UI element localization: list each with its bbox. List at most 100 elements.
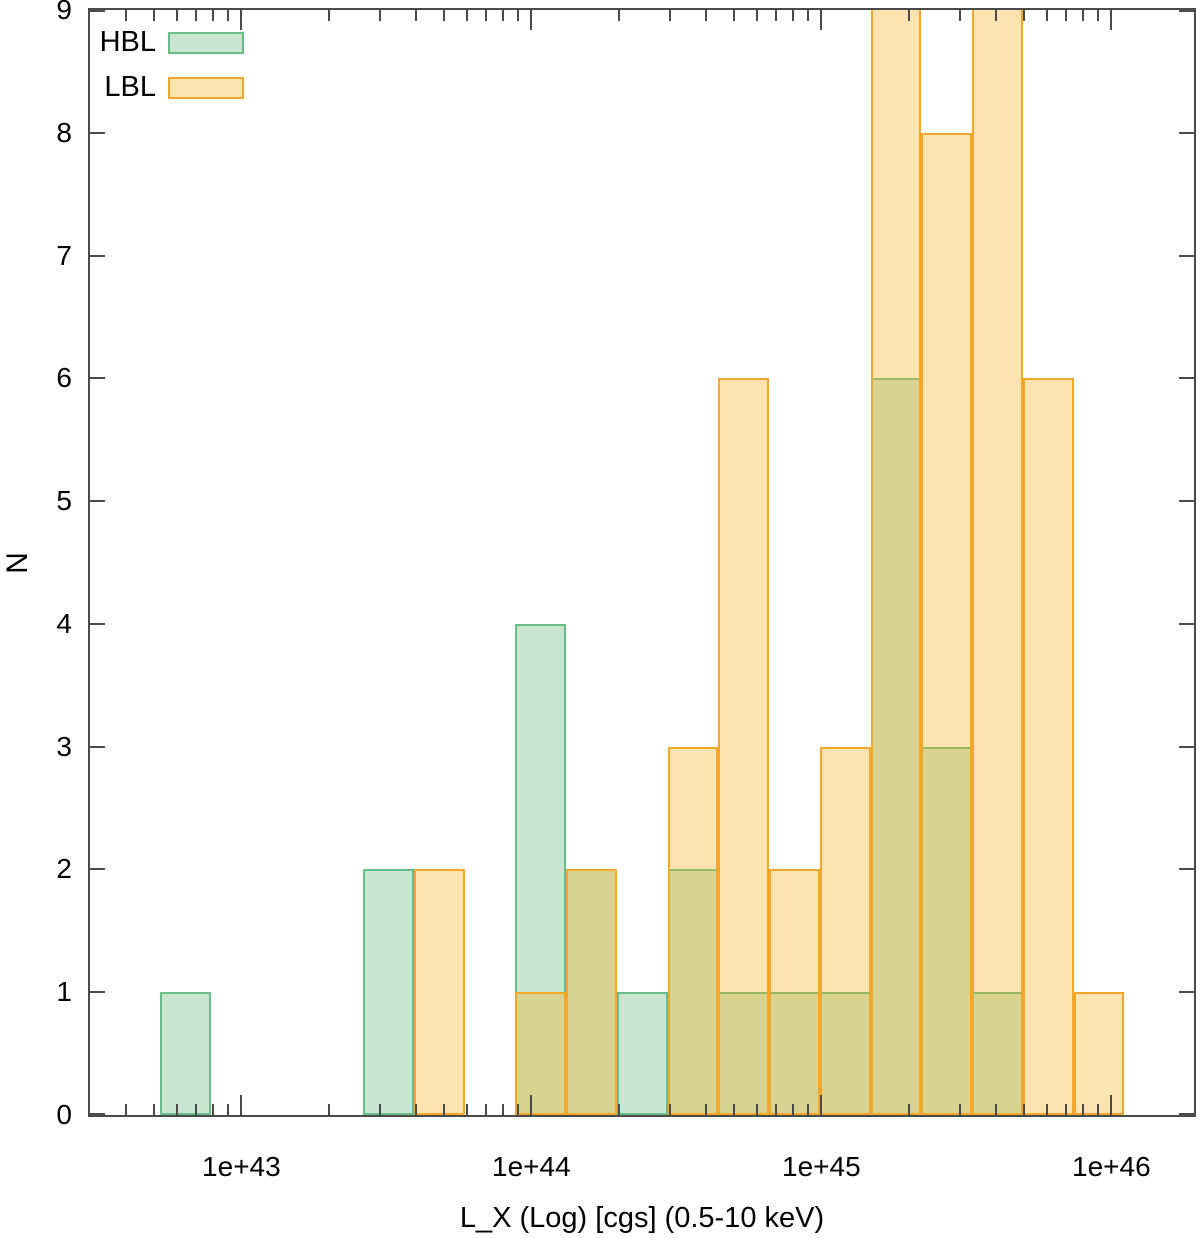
bar-lbl [515, 992, 567, 1115]
tick-mark [775, 10, 778, 21]
tick-mark [1179, 254, 1194, 257]
y-tick-label: 8 [56, 116, 72, 148]
y-tick-label: 0 [56, 1099, 72, 1130]
bar-hbl [616, 992, 668, 1115]
tick-mark [90, 745, 105, 748]
tick-mark [617, 10, 620, 21]
tick-mark [227, 10, 230, 21]
tick-mark [90, 622, 105, 625]
tick-mark [176, 10, 179, 21]
tick-mark [1046, 1104, 1049, 1115]
tick-mark [240, 1095, 243, 1115]
tick-mark [1097, 10, 1100, 21]
bar-lbl [1073, 992, 1125, 1115]
tick-mark [502, 10, 505, 21]
tick-mark [704, 1104, 707, 1115]
tick-mark [378, 1104, 381, 1115]
tick-mark [668, 1104, 671, 1115]
tick-mark [517, 1104, 520, 1115]
tick-mark [1179, 10, 1194, 12]
tick-mark [195, 1104, 198, 1115]
bar-lbl [413, 869, 465, 1115]
tick-mark [820, 1095, 823, 1115]
tick-mark [1097, 1104, 1100, 1115]
tick-mark [227, 1104, 230, 1115]
tick-mark [1179, 745, 1194, 748]
legend-label-lbl: LBL [104, 71, 156, 103]
tick-mark [90, 10, 105, 12]
legend-swatch-hbl-icon [168, 31, 244, 54]
tick-mark [807, 10, 810, 21]
y-tick-label: 6 [56, 362, 72, 394]
tick-mark [1179, 1113, 1194, 1115]
tick-mark [443, 10, 446, 21]
tick-mark [792, 10, 795, 21]
bar-lbl [870, 10, 922, 1115]
tick-mark [195, 10, 198, 21]
legend-row-hbl: HBL [94, 26, 244, 59]
tick-mark [1046, 10, 1049, 21]
tick-mark [1179, 991, 1194, 994]
tick-mark [153, 1104, 156, 1115]
tick-mark [212, 1104, 215, 1115]
x-tick-label: 1e+45 [782, 1151, 861, 1182]
x-tick-label: 1e+44 [492, 1151, 571, 1182]
tick-mark [958, 10, 961, 21]
tick-mark [90, 377, 105, 380]
tick-mark [756, 1104, 759, 1115]
tick-mark [485, 10, 488, 21]
tick-mark [1110, 10, 1113, 30]
tick-mark [1065, 10, 1068, 21]
tick-mark [90, 131, 105, 134]
y-tick-label: 3 [56, 730, 72, 762]
bar-lbl [819, 746, 871, 1115]
tick-mark [327, 1104, 330, 1115]
y-axis-title: N [1, 552, 34, 574]
tick-mark [517, 10, 520, 21]
tick-mark [1179, 500, 1194, 503]
tick-mark [907, 10, 910, 21]
tick-mark [176, 1104, 179, 1115]
tick-mark [994, 10, 997, 21]
tick-mark [617, 1104, 620, 1115]
tick-mark [90, 254, 105, 257]
tick-mark [1179, 622, 1194, 625]
y-tick-label: 1 [56, 976, 72, 1008]
tick-mark [756, 10, 759, 21]
tick-mark [414, 1104, 417, 1115]
tick-mark [502, 1104, 505, 1115]
bar-lbl [921, 132, 973, 1115]
tick-mark [90, 991, 105, 994]
tick-mark [820, 10, 823, 30]
tick-mark [124, 1104, 127, 1115]
bar-lbl [566, 869, 617, 1115]
tick-mark [443, 1104, 446, 1115]
tick-mark [994, 1104, 997, 1115]
legend-label-hbl: HBL [99, 26, 156, 58]
tick-mark [733, 10, 736, 21]
tick-mark [466, 10, 469, 21]
tick-mark [153, 10, 156, 21]
tick-mark [792, 1104, 795, 1115]
bar-lbl [972, 10, 1023, 1115]
tick-mark [668, 10, 671, 21]
x-tick-label: 1e+46 [1072, 1151, 1151, 1182]
bar-lbl [667, 746, 719, 1115]
bar-lbl [1022, 378, 1074, 1115]
tick-mark [90, 500, 105, 503]
bar-hbl [160, 992, 211, 1115]
y-tick-label: 9 [56, 0, 72, 25]
tick-mark [704, 10, 707, 21]
tick-mark [240, 10, 243, 30]
tick-mark [124, 10, 127, 21]
tick-mark [90, 868, 105, 871]
tick-mark [807, 1104, 810, 1115]
legend-swatch-lbl-icon [168, 76, 244, 99]
tick-mark [1065, 1104, 1068, 1115]
tick-mark [327, 10, 330, 21]
tick-mark [1179, 868, 1194, 871]
legend-row-lbl: LBL [94, 71, 244, 104]
x-tick-label: 1e+43 [202, 1151, 281, 1182]
tick-mark [907, 1104, 910, 1115]
